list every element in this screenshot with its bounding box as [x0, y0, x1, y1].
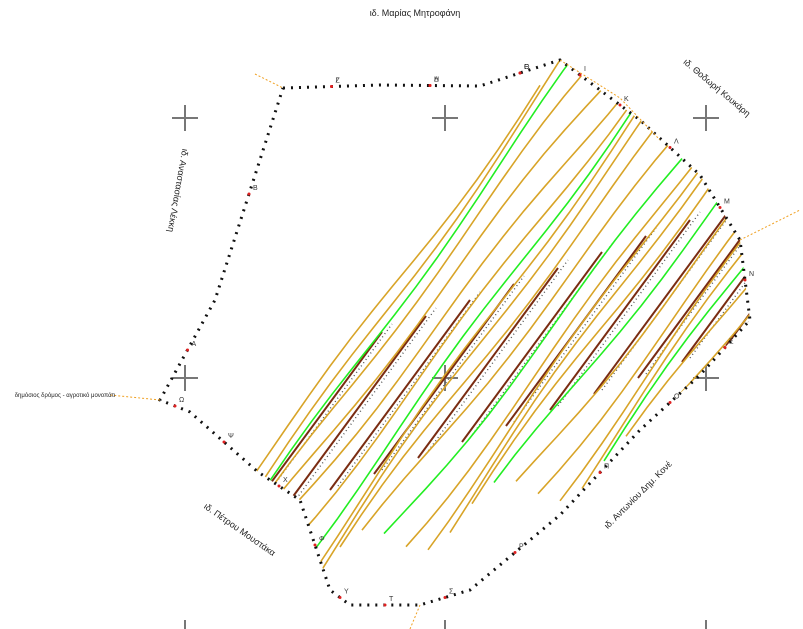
vertex-label: Χ	[283, 477, 288, 484]
terrace-dotted	[293, 307, 437, 503]
contour-line	[647, 60, 750, 431]
vertex-point	[383, 603, 387, 607]
road-label: ιδ. Μαρίας Μητροφάνη	[370, 8, 461, 18]
road-label: ιδ. Αναστασίας Λέκκη	[166, 148, 190, 233]
vertex-label: Τ	[389, 596, 394, 603]
vertex-labels: Ζ Η Θ Ι Κ Λ Μ Ν Ξ Ο Π Ρ Σ Τ Υ Φ Χ Ψ Ω Α Β Γ Δ Ε	[173, 64, 754, 607]
contour-line	[229, 61, 651, 580]
vertex-label: Ξ	[729, 339, 734, 346]
terrace-dotted	[557, 211, 701, 407]
vertex-label: Ψ	[228, 433, 234, 440]
contour-line	[559, 60, 750, 502]
terrace-edge	[681, 171, 750, 363]
vertex-label: Γ	[336, 78, 340, 85]
vertex-point	[618, 103, 622, 107]
terrace-edge	[770, 140, 803, 330]
vertex-label: Β	[253, 185, 258, 192]
vertex-label: Λ	[674, 139, 679, 146]
contour-line	[493, 60, 750, 483]
contour-line	[471, 60, 750, 505]
terrace-dotted	[778, 132, 803, 326]
vertex-point	[222, 440, 226, 444]
vertex-label: Ζ	[336, 78, 341, 85]
vertex-point	[443, 596, 447, 599]
vertex-point	[277, 484, 281, 488]
contour-line	[383, 60, 750, 535]
contour-line	[625, 60, 750, 437]
vertex-label: Ο	[674, 394, 680, 401]
vertex-label: Υ	[344, 589, 349, 596]
vertex-label: Ι	[584, 66, 586, 73]
vertex-point	[598, 471, 602, 474]
vertex-point	[668, 401, 672, 404]
road-label: ιδ. Θοδωρή Κουκάρη	[681, 57, 752, 119]
vertex-point	[668, 146, 672, 149]
vertex-label: Θ	[524, 64, 530, 71]
contour-line	[160, 60, 563, 605]
contour-line	[295, 60, 717, 598]
vertex-label: Ρ	[519, 544, 524, 551]
road-label: ιδ. Αντωνίου Δημ. Κονέ	[602, 459, 674, 531]
contours	[160, 60, 803, 605]
terrace-dotted	[513, 227, 657, 423]
contour-line	[163, 60, 585, 605]
contour-line	[581, 60, 750, 489]
vertex-point	[743, 278, 747, 282]
vertex-label: Η	[434, 77, 439, 84]
terrace-edge	[461, 251, 603, 443]
contour-line	[449, 60, 750, 534]
terrace-dotted	[733, 147, 750, 343]
terrace-dotted	[425, 259, 569, 455]
contour-line	[273, 60, 695, 600]
vertex-point	[330, 85, 333, 88]
vertex-label: Α	[192, 341, 197, 348]
vertex-label: Π	[604, 464, 609, 471]
terrace-edge	[329, 299, 471, 491]
vertex-point	[173, 404, 177, 408]
terrace-edge	[637, 187, 750, 379]
terrace-dotted	[249, 323, 393, 519]
terrace-dotted	[381, 275, 525, 471]
road-label: δημόσιος δρόμος - αγροτικό μονοπάτι	[15, 392, 116, 399]
road-label: ιδ. Πέτρου Μουστάκα	[202, 501, 277, 558]
vertex-label: Φ	[319, 536, 325, 543]
vertex-point	[313, 543, 317, 547]
contour-line	[603, 60, 750, 462]
vertex-label: Μ	[724, 199, 730, 206]
terrace-edge	[417, 267, 559, 459]
vertex-point	[186, 348, 189, 352]
vertex-label: Δ	[434, 77, 439, 84]
vertex-point	[513, 551, 517, 554]
vertex-label: Ω	[179, 397, 184, 404]
terrace-edge	[549, 219, 691, 411]
vertex-point	[338, 596, 342, 599]
vertex-point	[723, 346, 727, 349]
contour-line	[251, 60, 673, 588]
vertex-point	[718, 206, 722, 209]
terrace-edge	[725, 155, 750, 347]
vertex-label: Κ	[624, 96, 629, 103]
contour-line	[427, 60, 750, 551]
vertex-label: Ν	[749, 271, 754, 278]
vertex-label: Ε	[524, 64, 529, 71]
terrace-edge	[241, 331, 383, 523]
contour-line	[405, 60, 750, 548]
vertex-label: Σ	[449, 589, 454, 596]
terrace-edge	[285, 315, 427, 507]
vertex-point	[247, 192, 251, 196]
terrace-edge	[593, 203, 735, 395]
vertex-point	[518, 71, 522, 75]
vertex-point	[578, 73, 582, 77]
vertex-point	[428, 84, 432, 87]
contour-line	[317, 60, 739, 577]
roads	[109, 59, 801, 629]
